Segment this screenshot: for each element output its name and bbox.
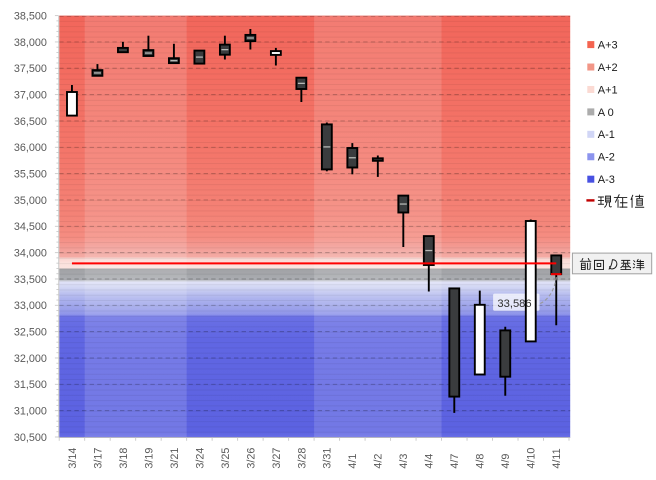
svg-text:32,000: 32,000 <box>14 353 47 365</box>
svg-text:3/27: 3/27 <box>271 448 283 469</box>
svg-text:37,000: 37,000 <box>14 90 47 102</box>
svg-text:3/17: 3/17 <box>92 448 104 469</box>
svg-text:A-2: A-2 <box>598 152 615 164</box>
svg-text:4/1: 4/1 <box>347 454 359 469</box>
svg-text:35,500: 35,500 <box>14 169 47 181</box>
svg-text:36,000: 36,000 <box>14 142 47 154</box>
svg-text:3/14: 3/14 <box>67 448 79 469</box>
svg-text:A+1: A+1 <box>598 84 618 96</box>
svg-text:A-1: A-1 <box>598 129 615 141</box>
svg-text:33,000: 33,000 <box>14 300 47 312</box>
svg-text:31,000: 31,000 <box>14 406 47 418</box>
svg-text:33,500: 33,500 <box>14 274 47 286</box>
svg-text:4/7: 4/7 <box>449 454 461 469</box>
svg-text:A-3: A-3 <box>598 174 615 186</box>
svg-text:3/26: 3/26 <box>245 448 257 469</box>
svg-text:30,500: 30,500 <box>14 432 47 444</box>
svg-text:35,000: 35,000 <box>14 195 47 207</box>
svg-text:A+2: A+2 <box>598 62 618 74</box>
svg-text:A 0: A 0 <box>598 107 614 119</box>
svg-text:4/11: 4/11 <box>551 448 563 468</box>
svg-text:4/3: 4/3 <box>398 454 410 469</box>
svg-text:3/21: 3/21 <box>169 448 181 469</box>
svg-text:4/10: 4/10 <box>526 448 538 469</box>
svg-text:34,500: 34,500 <box>14 221 47 233</box>
svg-text:32,500: 32,500 <box>14 327 47 339</box>
svg-text:4/8: 4/8 <box>475 454 487 469</box>
svg-text:3/18: 3/18 <box>118 448 130 469</box>
svg-text:3/31: 3/31 <box>322 448 334 469</box>
svg-text:4/2: 4/2 <box>373 454 385 469</box>
svg-text:3/28: 3/28 <box>296 448 308 469</box>
svg-text:38,500: 38,500 <box>14 11 47 23</box>
svg-text:36,500: 36,500 <box>14 116 47 128</box>
svg-text:3/24: 3/24 <box>194 448 206 469</box>
svg-text:A+3: A+3 <box>598 40 618 52</box>
svg-text:38,000: 38,000 <box>14 37 47 49</box>
svg-text:4/4: 4/4 <box>424 454 436 469</box>
svg-text:4/9: 4/9 <box>500 454 512 469</box>
svg-text:34,000: 34,000 <box>14 248 47 260</box>
svg-text:3/19: 3/19 <box>143 448 155 469</box>
svg-text:37,500: 37,500 <box>14 63 47 75</box>
svg-text:33,586: 33,586 <box>497 298 531 310</box>
svg-text:3/25: 3/25 <box>220 448 232 469</box>
svg-text:31,500: 31,500 <box>14 379 47 391</box>
